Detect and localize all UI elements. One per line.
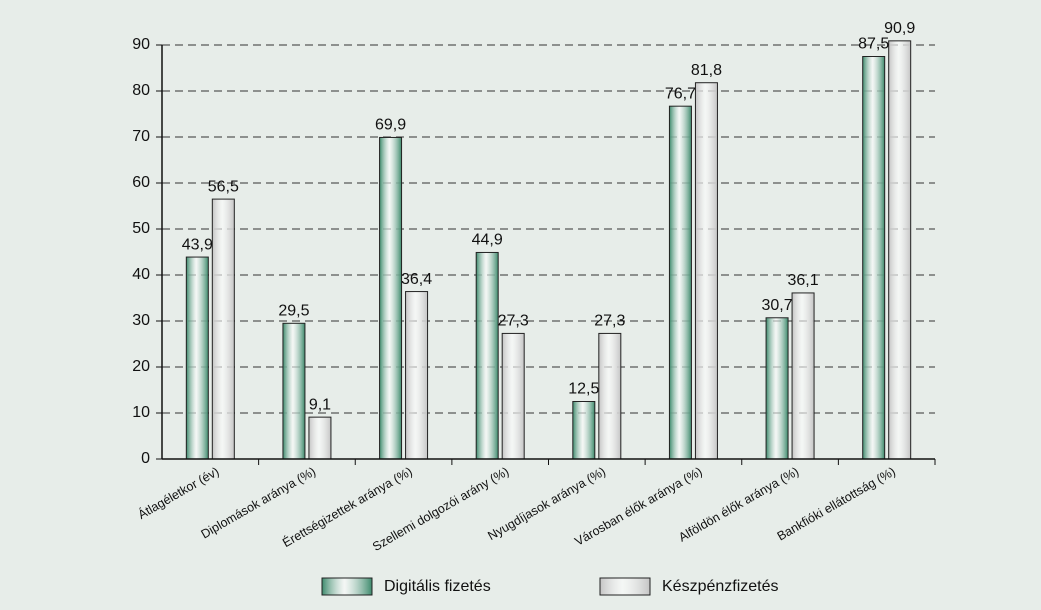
y-tick-label: 50 bbox=[132, 220, 150, 237]
x-tick-label: Átlagéletkor (év) bbox=[135, 463, 221, 521]
bar bbox=[185, 256, 209, 460]
value-label: 90,9 bbox=[884, 20, 915, 37]
bar bbox=[572, 401, 596, 460]
value-label: 12,5 bbox=[568, 381, 599, 398]
y-tick-label: 0 bbox=[141, 450, 150, 467]
value-label: 27,3 bbox=[594, 313, 625, 330]
y-tick-label: 80 bbox=[132, 82, 150, 99]
bar bbox=[598, 332, 622, 460]
value-label: 29,5 bbox=[278, 303, 309, 320]
value-label: 87,5 bbox=[858, 36, 889, 53]
y-tick-label: 20 bbox=[132, 358, 150, 375]
y-tick-label: 90 bbox=[132, 36, 150, 53]
bar bbox=[668, 105, 692, 460]
bar bbox=[475, 251, 499, 460]
bar bbox=[308, 416, 332, 460]
value-label: 56,5 bbox=[208, 178, 239, 195]
legend-label: Digitális fizetés bbox=[384, 578, 491, 595]
value-label: 36,4 bbox=[401, 271, 432, 288]
bar bbox=[501, 332, 525, 460]
value-label: 44,9 bbox=[472, 232, 503, 249]
value-label: 76,7 bbox=[665, 85, 696, 102]
y-tick-label: 10 bbox=[132, 404, 150, 421]
value-label: 36,1 bbox=[787, 272, 818, 289]
value-label: 43,9 bbox=[182, 236, 213, 253]
bar bbox=[791, 292, 815, 460]
bar bbox=[694, 82, 718, 460]
bar bbox=[211, 198, 235, 460]
legend-label: Készpénzfizetés bbox=[662, 578, 779, 595]
value-label: 27,3 bbox=[498, 313, 529, 330]
y-tick-label: 70 bbox=[132, 128, 150, 145]
value-label: 9,1 bbox=[309, 396, 331, 413]
y-tick-label: 30 bbox=[132, 312, 150, 329]
y-tick-label: 60 bbox=[132, 174, 150, 191]
bar bbox=[765, 317, 789, 460]
bar bbox=[862, 56, 886, 460]
y-tick-label: 40 bbox=[132, 266, 150, 283]
value-label: 69,9 bbox=[375, 117, 406, 134]
bar bbox=[405, 291, 429, 460]
bar bbox=[888, 40, 912, 460]
legend-swatch bbox=[321, 577, 373, 596]
value-label: 30,7 bbox=[761, 297, 792, 314]
value-label: 81,8 bbox=[691, 62, 722, 79]
legend-swatch bbox=[599, 577, 651, 596]
bar bbox=[282, 322, 306, 460]
bar bbox=[379, 136, 403, 460]
